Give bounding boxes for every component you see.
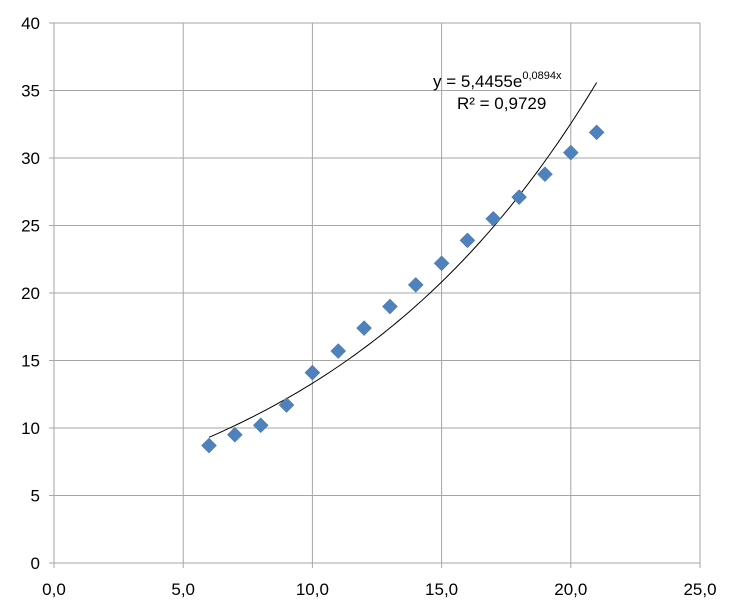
x-tick-label: 25,0 xyxy=(683,580,716,599)
y-tick-label: 0 xyxy=(31,554,40,573)
data-point xyxy=(382,298,398,315)
data-point xyxy=(562,144,579,161)
axes xyxy=(49,22,701,568)
y-tick-label: 5 xyxy=(31,487,40,506)
data-point xyxy=(330,343,347,359)
data-point xyxy=(433,255,450,272)
trendline xyxy=(208,82,598,438)
x-tick-label: 20,0 xyxy=(554,580,587,599)
y-tick-label: 25 xyxy=(21,217,40,236)
y-tick-label: 10 xyxy=(21,419,40,438)
x-tick-label: 10,0 xyxy=(296,580,329,599)
y-tick-label: 15 xyxy=(21,352,40,371)
y-tick-label: 35 xyxy=(21,82,40,101)
r-squared-label: R² = 0,9729 xyxy=(457,94,546,113)
x-tick-label: 15,0 xyxy=(425,580,458,599)
data-point xyxy=(304,364,321,381)
trendline-equation-base: y = 5,4455e xyxy=(433,72,522,91)
data-point xyxy=(588,124,605,141)
data-point xyxy=(485,210,502,227)
data-point xyxy=(537,166,553,183)
trendline-curve xyxy=(208,82,598,438)
data-point xyxy=(227,426,243,443)
trendline-equation: y = 5,4455e0,0894x xyxy=(433,70,562,91)
trendline-equation-exponent: 0,0894x xyxy=(522,70,562,82)
data-point xyxy=(356,320,372,336)
data-point xyxy=(459,232,476,249)
y-tick-label: 40 xyxy=(21,14,40,33)
x-tick-label: 0,0 xyxy=(42,580,66,599)
tick-labels: 0 5 10 15 20 25 30 35 40 0,0 5,0 10,0 15,0 20,0 25,0 xyxy=(21,14,716,599)
data-points xyxy=(201,124,605,454)
data-point xyxy=(201,437,217,454)
data-point xyxy=(511,189,527,206)
data-point xyxy=(407,277,424,293)
data-point xyxy=(278,397,295,413)
y-tick-label: 30 xyxy=(21,149,40,168)
y-tick-label: 20 xyxy=(21,284,40,303)
grid xyxy=(54,22,701,563)
x-tick-label: 5,0 xyxy=(171,580,195,599)
data-point xyxy=(252,417,269,434)
